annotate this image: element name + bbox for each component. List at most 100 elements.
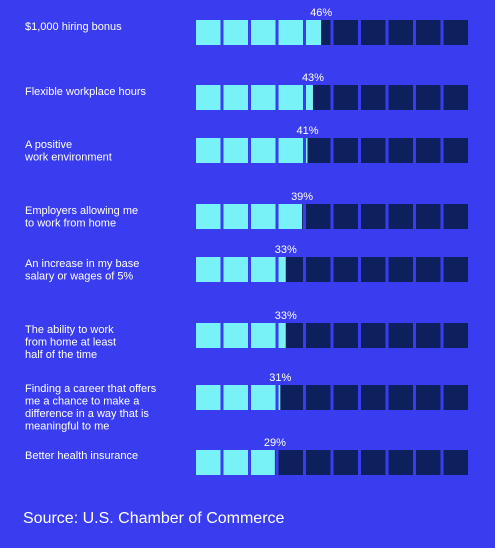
bar-track-segment: [278, 450, 303, 475]
bar-fill-segment: [251, 85, 276, 110]
bar-row: 33% The ability to work from home at least…: [25, 310, 468, 361]
bar-track-segment: [416, 385, 441, 410]
bar-track-segment: [416, 257, 441, 282]
bar-fill-segment: [223, 385, 248, 410]
bar-row: 31% Finding a career that offers me a chan…: [25, 372, 468, 433]
bar-value-label: 29%: [264, 437, 286, 449]
bar-fill-segment: [223, 257, 248, 282]
source-note: Source: U.S. Chamber of Commerce: [23, 510, 285, 527]
bar-track-segment: [388, 204, 413, 229]
bar-track-segment: [388, 450, 413, 475]
bar-fill-segment: [278, 257, 286, 282]
bar-track-segment: [333, 323, 358, 348]
bar-track-segment: [416, 323, 441, 348]
bar-fill-segment: [196, 20, 221, 45]
bar-fill-segment: [278, 204, 303, 229]
bar-fill-segment: [251, 323, 276, 348]
bar-track-segment: [388, 385, 413, 410]
bar-track-segment: [306, 450, 331, 475]
bar-track-segment: [278, 385, 303, 410]
bar-track-segment: [361, 20, 386, 45]
bar-row: 43% Flexible workplace hours: [25, 72, 468, 110]
bar-track-segment: [333, 20, 358, 45]
bar-fill-segment: [278, 20, 303, 45]
bar-fill-segment: [251, 204, 276, 229]
bar-track-segment: [443, 323, 468, 348]
bar-track-segment: [388, 323, 413, 348]
bar-fill-segment: [251, 257, 276, 282]
bar-track-segment: [443, 257, 468, 282]
bar-value-label: 33%: [275, 244, 297, 256]
bar-fill-segment: [196, 385, 221, 410]
bar-track-segment: [361, 450, 386, 475]
bar-value-label: 43%: [302, 72, 324, 84]
bar-row: 39% Employers allowing me to work from hom…: [25, 191, 468, 230]
bar-fill-segment: [251, 450, 275, 475]
bar-track-segment: [388, 20, 413, 45]
bar-fill-segment: [306, 85, 313, 110]
bar-value-label: 46%: [310, 7, 332, 19]
bar-track-segment: [306, 257, 331, 282]
bar-track-segment: [416, 85, 441, 110]
bar-value-label: 31%: [269, 372, 291, 384]
category-label: Finding a career that offers me a chance …: [25, 383, 157, 433]
bar-fill-segment: [251, 385, 276, 410]
bar-track-segment: [333, 450, 358, 475]
bar-fill-segment: [223, 204, 248, 229]
bar-track-segment: [361, 323, 386, 348]
category-label: A positive work environment: [24, 139, 112, 164]
bar-fill-segment: [223, 20, 248, 45]
bar-fill-segment: [306, 20, 322, 45]
bar-track-segment: [416, 20, 441, 45]
bar-track-segment: [416, 138, 441, 163]
bar-fill-segment: [278, 323, 286, 348]
bar-track-segment: [443, 138, 468, 163]
bar-fill-segment: [196, 323, 221, 348]
bar-fill-segment: [196, 204, 221, 229]
bar-fill-segment: [278, 385, 281, 410]
bar-fill-segment: [306, 138, 308, 163]
category-label: An increase in my base salary or wages of…: [25, 258, 139, 283]
bar-track-segment: [306, 323, 331, 348]
bar-track-segment: [443, 20, 468, 45]
category-label: The ability to work from home at least hal…: [25, 324, 116, 361]
bar-track-segment: [333, 204, 358, 229]
bar-track-segment: [333, 85, 358, 110]
bar-row: 41% A positive work environment: [24, 125, 468, 164]
bar-track-segment: [443, 204, 468, 229]
bar-track-segment: [361, 138, 386, 163]
category-label: $1,000 hiring bonus: [25, 21, 122, 33]
bar-fill-segment: [196, 257, 221, 282]
bar-track-segment: [443, 385, 468, 410]
bar-track-segment: [443, 85, 468, 110]
bar-track-segment: [416, 450, 441, 475]
bar-fill-segment: [196, 138, 221, 163]
bar-fill-segment: [251, 20, 276, 45]
bar-track-segment: [388, 138, 413, 163]
bar-track-segment: [361, 204, 386, 229]
bar-track-segment: [333, 257, 358, 282]
bar-fill-segment: [223, 138, 248, 163]
bar-track-segment: [306, 204, 331, 229]
bar-track-segment: [388, 85, 413, 110]
bar-value-label: 33%: [275, 310, 297, 322]
category-label: Flexible workplace hours: [25, 86, 147, 98]
bar-track-segment: [388, 257, 413, 282]
bar-chart: 46% $1,000 hiring bonus 43% Flexible workpl…: [24, 7, 468, 475]
bar-track-segment: [333, 385, 358, 410]
bar-track-segment: [306, 138, 331, 163]
bar-track-segment: [443, 450, 468, 475]
bar-fill-segment: [223, 85, 248, 110]
bar-fill-segment: [223, 450, 248, 475]
bar-track-segment: [306, 385, 331, 410]
bar-row: 29% Better health insurance: [25, 437, 468, 475]
bar-value-label: 41%: [297, 125, 319, 137]
bar-track-segment: [416, 204, 441, 229]
bar-fill-segment: [278, 85, 303, 110]
bar-row: 46% $1,000 hiring bonus: [25, 7, 468, 45]
bar-row: 33% An increase in my base salary or wages…: [25, 244, 468, 283]
bar-track-segment: [361, 85, 386, 110]
bar-track-segment: [361, 385, 386, 410]
category-label: Better health insurance: [25, 450, 138, 462]
bar-fill-segment: [251, 138, 276, 163]
